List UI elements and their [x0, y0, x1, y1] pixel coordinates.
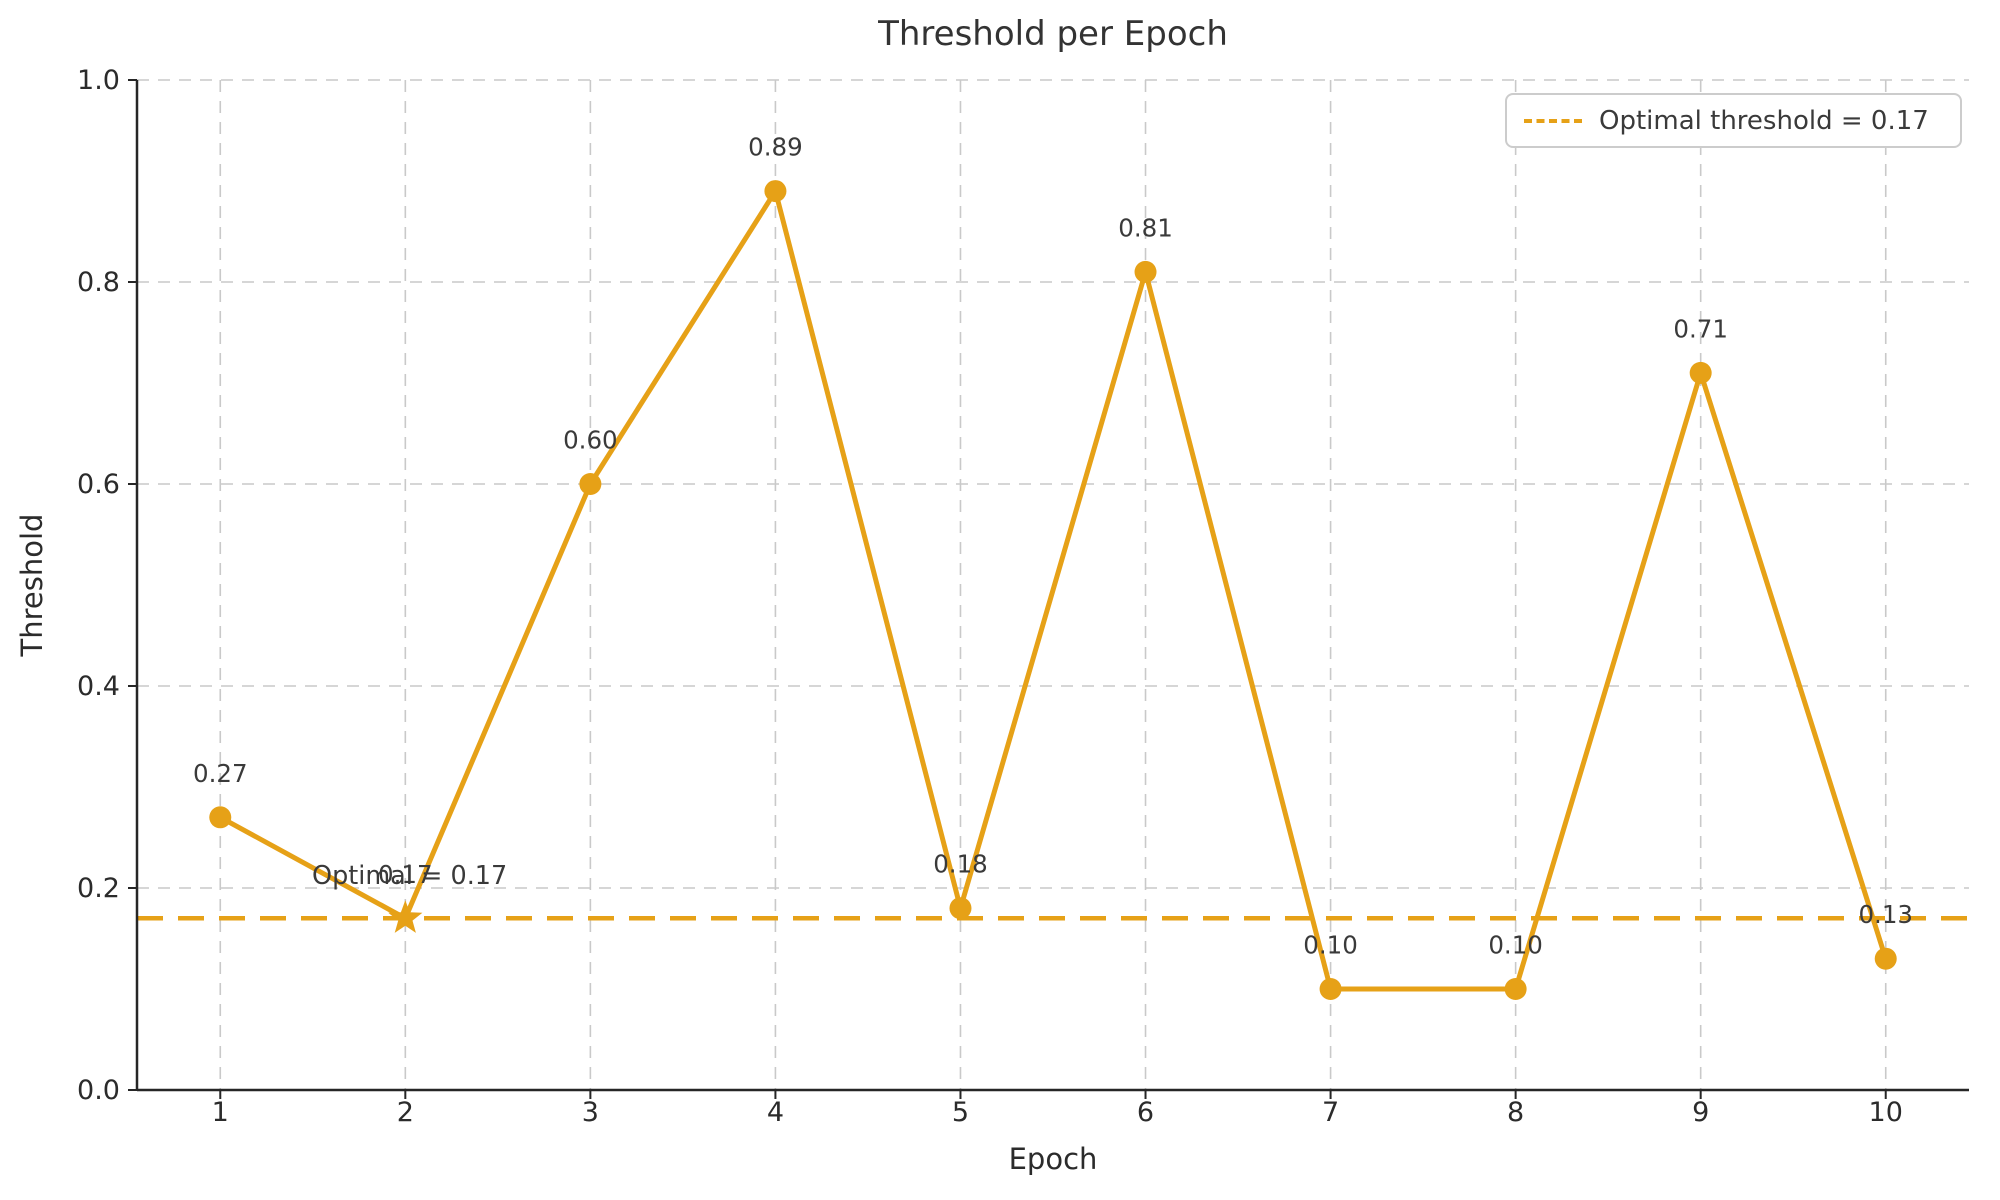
point-value-label: 0.10 — [1488, 931, 1543, 960]
point-value-label: 0.89 — [748, 133, 803, 162]
y-tick-label: 0.2 — [77, 873, 120, 904]
data-point — [579, 473, 602, 495]
y-tick-label: 0.6 — [77, 469, 120, 500]
x-tick-label: 3 — [582, 1097, 599, 1128]
point-value-label: 0.81 — [1118, 213, 1173, 242]
point-value-label: 0.60 — [563, 426, 618, 455]
x-tick-label: 9 — [1692, 1097, 1709, 1128]
point-value-label: 0.18 — [933, 850, 988, 879]
data-point — [949, 897, 972, 920]
legend: Optimal threshold = 0.17 — [1505, 93, 1962, 148]
x-tick-label: 6 — [1137, 1097, 1154, 1128]
x-axis-label: Epoch — [1008, 1142, 1098, 1176]
x-tick-label: 10 — [1869, 1097, 1903, 1128]
point-value-label: 0.17 — [378, 860, 433, 889]
point-value-label: 0.71 — [1673, 314, 1728, 343]
data-point — [764, 180, 787, 203]
data-point — [1134, 260, 1157, 283]
data-point — [1689, 361, 1712, 384]
y-tick-label: 1.0 — [77, 65, 120, 96]
threshold-series-line — [217, 188, 1889, 992]
y-tick-label: 0.0 — [77, 1075, 120, 1106]
x-tick-label: 4 — [767, 1097, 784, 1128]
data-point — [1504, 978, 1527, 1000]
x-tick-label: 8 — [1507, 1097, 1524, 1128]
legend-label: Optimal threshold = 0.17 — [1599, 105, 1929, 136]
y-tick-label: 0.8 — [77, 267, 120, 298]
chart-title: Threshold per Epoch — [878, 14, 1228, 54]
point-value-label: 0.27 — [193, 759, 248, 788]
x-tick-label: 5 — [952, 1097, 969, 1128]
data-point — [1874, 947, 1897, 970]
data-point-star-marker — [388, 900, 423, 933]
legend-dashed-line-icon — [1524, 118, 1582, 123]
x-tick-label: 7 — [1322, 1097, 1339, 1128]
data-point — [1319, 978, 1342, 1000]
data-point — [209, 806, 232, 829]
y-axis-label: Threshold — [15, 513, 49, 657]
x-tick-label: 2 — [397, 1097, 414, 1128]
point-value-label: 0.13 — [1858, 900, 1913, 929]
point-value-label: 0.10 — [1303, 931, 1358, 960]
x-tick-label: 1 — [212, 1097, 229, 1128]
optimal-annotation: Optimal = 0.17 — [312, 861, 508, 891]
y-tick-label: 0.4 — [77, 671, 120, 702]
